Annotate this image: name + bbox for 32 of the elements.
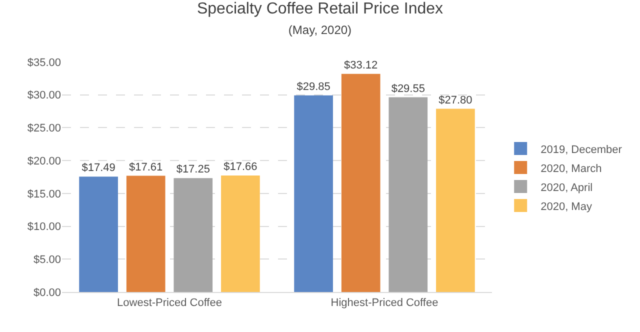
y-tick-label: $15.00 bbox=[27, 188, 61, 200]
y-tick-label: $35.00 bbox=[27, 56, 61, 69]
x-tick-label: Lowest-Priced Coffee bbox=[117, 297, 222, 310]
y-tick-label: $5.00 bbox=[33, 254, 61, 266]
bar bbox=[436, 108, 475, 292]
text: $33.12 bbox=[344, 59, 378, 72]
text: $27.80 bbox=[438, 94, 472, 106]
bar bbox=[126, 176, 166, 292]
y-tick-label: $10.00 bbox=[27, 221, 61, 234]
y-tick-label: $25.00 bbox=[27, 122, 61, 135]
bar bbox=[294, 95, 333, 292]
bar bbox=[174, 178, 213, 292]
text: $17.49 bbox=[82, 162, 116, 174]
legend-label: 2020, May bbox=[540, 200, 592, 213]
bar bbox=[341, 74, 380, 292]
text: $29.85 bbox=[296, 80, 330, 93]
text: $17.25 bbox=[176, 164, 210, 176]
chart-subtitle: (May, 2020) bbox=[288, 23, 352, 38]
bar bbox=[388, 97, 428, 292]
text: $17.61 bbox=[129, 161, 163, 174]
legend-label: 2020, March bbox=[540, 162, 602, 175]
text: $17.66 bbox=[224, 160, 258, 173]
x-tick-label: Highest-Priced Coffee bbox=[330, 297, 438, 310]
legend-label: 2020, April bbox=[540, 182, 593, 194]
bar bbox=[221, 175, 260, 292]
legend-label: 2019, December bbox=[540, 144, 622, 156]
y-tick-label: $30.00 bbox=[27, 90, 61, 102]
text: $29.55 bbox=[391, 82, 425, 95]
y-tick-label: $20.00 bbox=[27, 155, 61, 168]
chart-title: Specialty Coffee Retail Price Index bbox=[196, 0, 444, 18]
y-tick-label: $0.00 bbox=[33, 286, 61, 299]
bar bbox=[79, 176, 118, 292]
